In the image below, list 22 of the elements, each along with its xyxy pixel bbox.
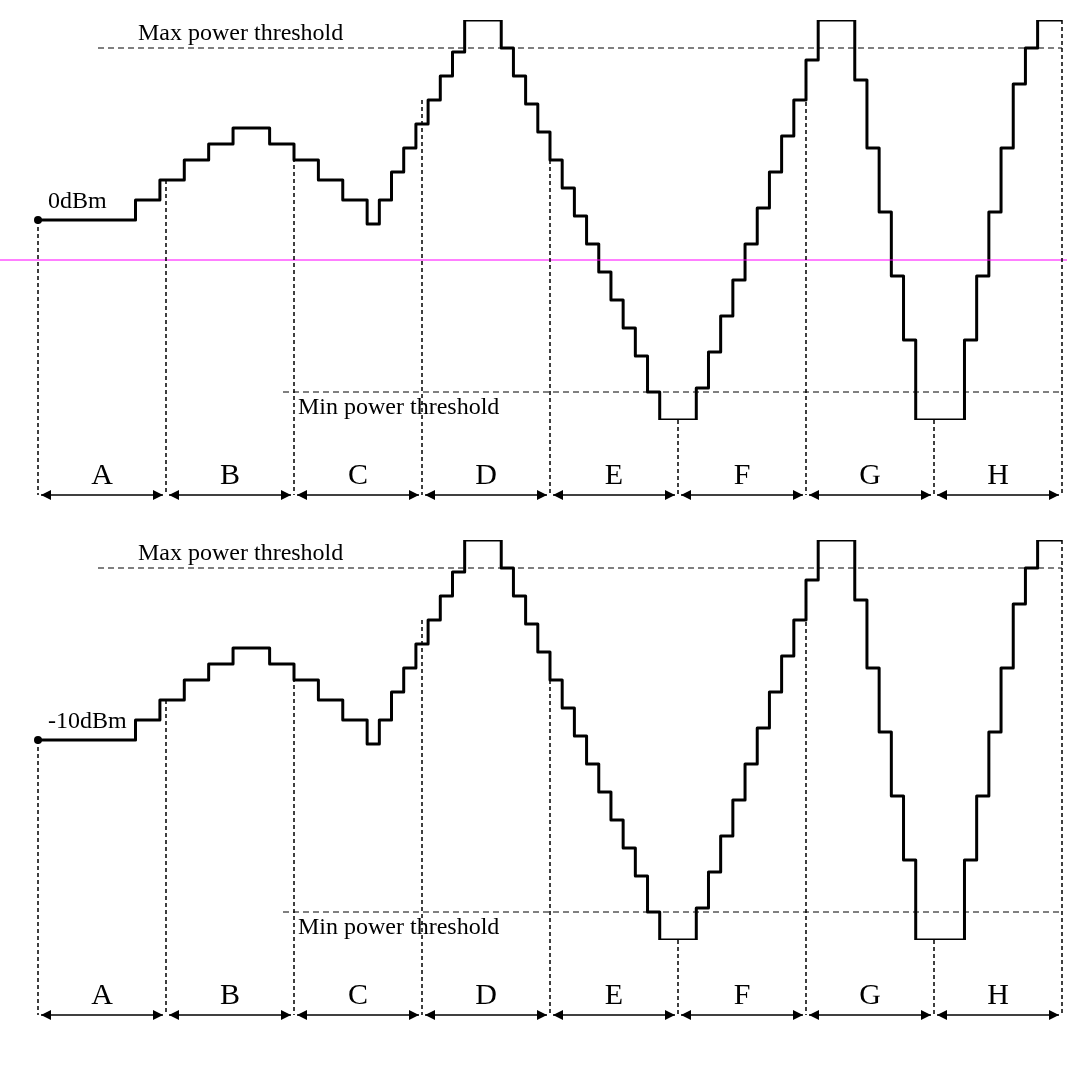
- text: D: [475, 976, 497, 1010]
- text: F: [733, 456, 751, 490]
- text: D: [475, 456, 497, 490]
- text: C: [347, 976, 369, 1010]
- text: B: [219, 456, 241, 490]
- ref-line-label: Min power threshold: [298, 913, 500, 940]
- text: A: [91, 456, 114, 490]
- text: E: [604, 456, 624, 490]
- text: A: [91, 976, 114, 1010]
- text: G: [859, 976, 881, 1010]
- text: G: [859, 456, 881, 490]
- ref-line-label: Max power threshold: [138, 539, 344, 566]
- text: E: [604, 976, 624, 1010]
- ref-line-label: Max power threshold: [138, 19, 344, 46]
- text: F: [733, 976, 751, 1010]
- text: H: [987, 456, 1009, 490]
- ref-line-label: Min power threshold: [298, 393, 500, 420]
- annotation: 0dBm: [48, 187, 108, 214]
- text: B: [219, 976, 241, 1010]
- text: H: [987, 976, 1009, 1010]
- text: C: [347, 456, 369, 490]
- annotation: -10dBm: [48, 707, 127, 734]
